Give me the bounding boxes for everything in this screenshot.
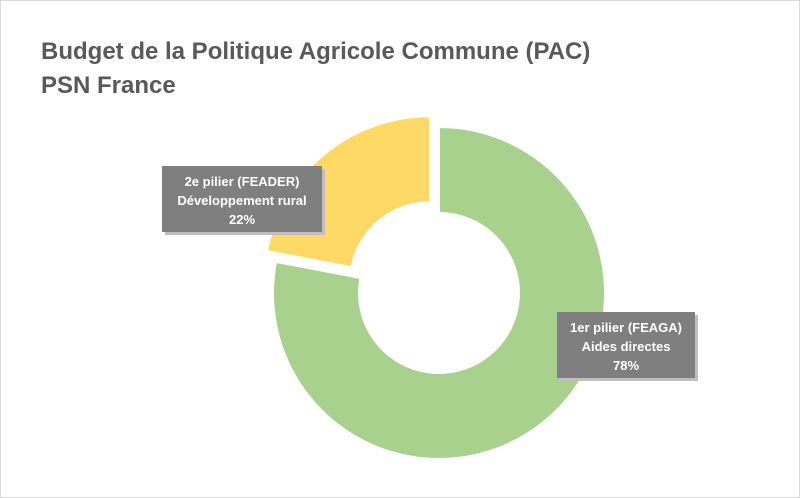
slice-label-line: Développement rural — [177, 193, 306, 208]
slice-label-line: 78% — [613, 358, 639, 373]
donut-slice-1 — [272, 125, 606, 460]
slice-label-line: 22% — [229, 212, 255, 227]
chart-title: Budget de la Politique Agricole Commune … — [41, 35, 590, 103]
slice-label-1: 1er pilier (FEAGA) Aides directes 78% — [557, 312, 698, 381]
slice-label-line: 1er pilier (FEAGA) — [570, 320, 682, 335]
chart-title-line-2: PSN France — [41, 72, 176, 99]
slice-label-box — [557, 312, 695, 378]
slice-labels: 1er pilier (FEAGA) Aides directes 78% 2e pi… — [162, 166, 698, 381]
slice-label-line: 2e pilier (FEADER) — [185, 174, 300, 189]
slice-label-2: 2e pilier (FEADER) Développement rural 22% — [162, 166, 325, 235]
chart-title-line-1: Budget de la Politique Agricole Commune … — [41, 38, 591, 65]
slice-label-line: Aides directes — [582, 339, 671, 354]
slice-label-box — [162, 166, 322, 232]
